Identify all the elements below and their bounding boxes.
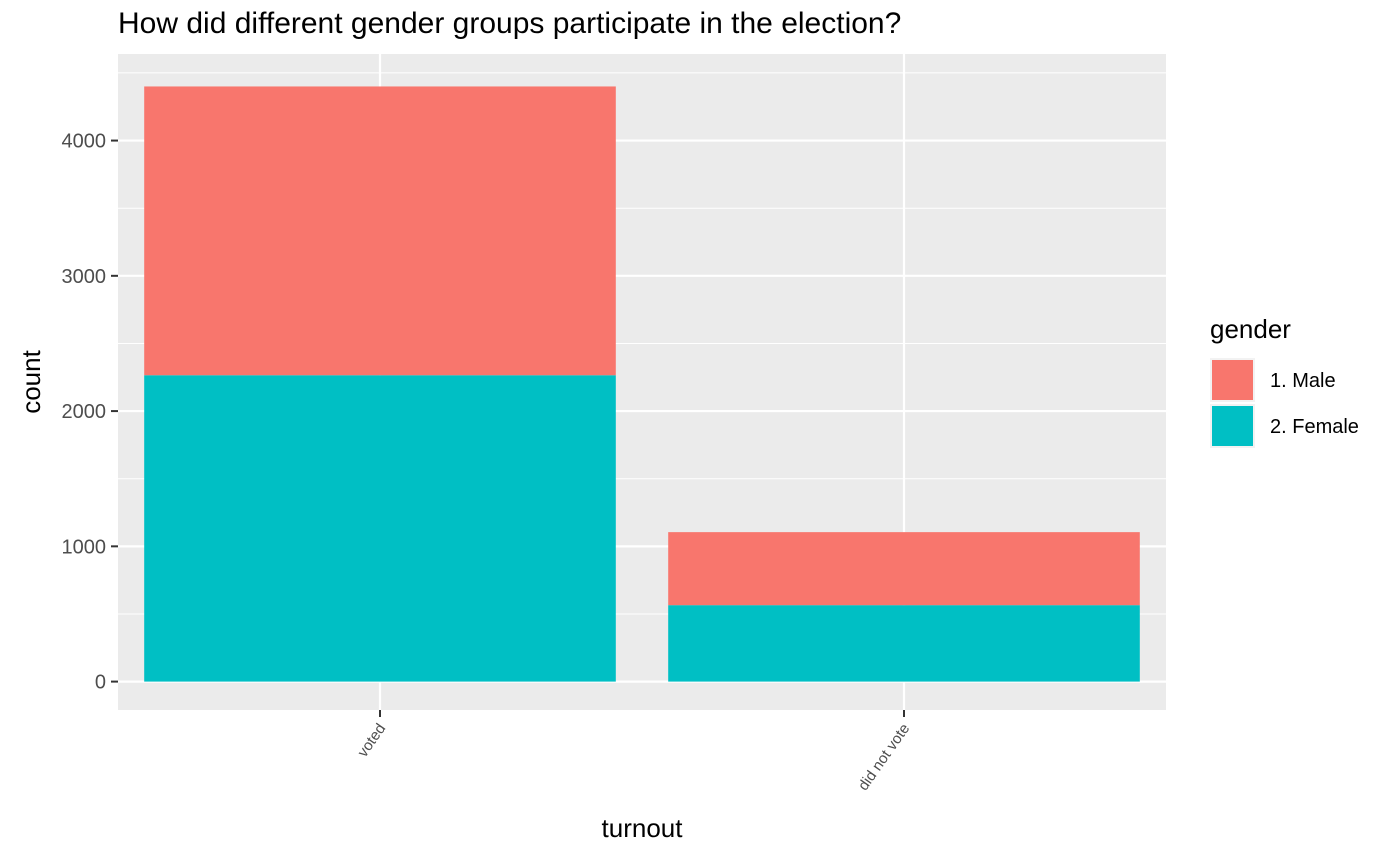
y-tick-label: 0: [95, 672, 106, 694]
legend-label: 1. Male: [1270, 370, 1336, 392]
y-tick-label: 4000: [62, 131, 107, 153]
legend-label: 2. Female: [1270, 416, 1359, 438]
legend-swatch: [1212, 360, 1253, 400]
x-axis-title: turnout: [602, 813, 684, 843]
y-tick-label: 2000: [62, 401, 107, 423]
bar-segment: [144, 375, 616, 682]
chart-title: How did different gender groups particip…: [118, 7, 901, 40]
legend-title: gender: [1210, 314, 1291, 344]
x-tick-label: did not vote: [855, 721, 913, 794]
bars: [144, 86, 1140, 682]
x-tick-label: voted: [354, 721, 389, 761]
legend-swatch: [1212, 406, 1253, 446]
x-axis: voted did not vote: [354, 710, 913, 794]
legend: gender 1. Male 2. Female: [1210, 314, 1359, 448]
y-axis-title: count: [16, 349, 46, 413]
y-axis: 0 1000 2000 3000 4000: [62, 131, 118, 694]
bar-segment: [144, 86, 616, 376]
bar-segment: [668, 605, 1140, 682]
y-tick-label: 3000: [62, 266, 107, 288]
bar-segment: [668, 532, 1140, 606]
y-tick-label: 1000: [62, 536, 107, 558]
